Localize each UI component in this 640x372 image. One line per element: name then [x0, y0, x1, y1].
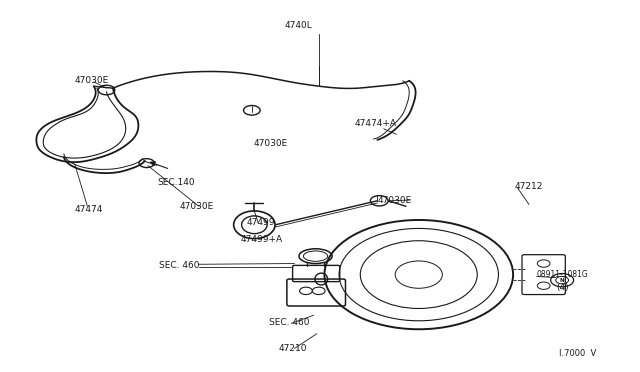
Text: SEC. 460: SEC. 460	[269, 318, 310, 327]
Text: 47030E: 47030E	[378, 196, 412, 205]
Text: 47474: 47474	[75, 205, 103, 215]
Text: 47499+A: 47499+A	[241, 235, 282, 244]
Text: 47499: 47499	[246, 218, 275, 227]
Text: SEC. 460: SEC. 460	[159, 261, 200, 270]
Text: 47210: 47210	[278, 344, 307, 353]
Text: 47030E: 47030E	[253, 139, 287, 148]
Text: SEC.140: SEC.140	[157, 178, 195, 187]
Text: I.7000  V: I.7000 V	[559, 350, 596, 359]
Text: N: N	[560, 278, 564, 283]
Text: 47474+A: 47474+A	[355, 119, 397, 128]
Text: 4740L: 4740L	[285, 21, 313, 30]
Text: 08911-1081G: 08911-1081G	[537, 270, 588, 279]
Text: 47030E: 47030E	[180, 202, 214, 211]
Text: 47212: 47212	[515, 182, 543, 190]
Text: (4): (4)	[556, 283, 568, 292]
Text: 47030E: 47030E	[75, 76, 109, 85]
